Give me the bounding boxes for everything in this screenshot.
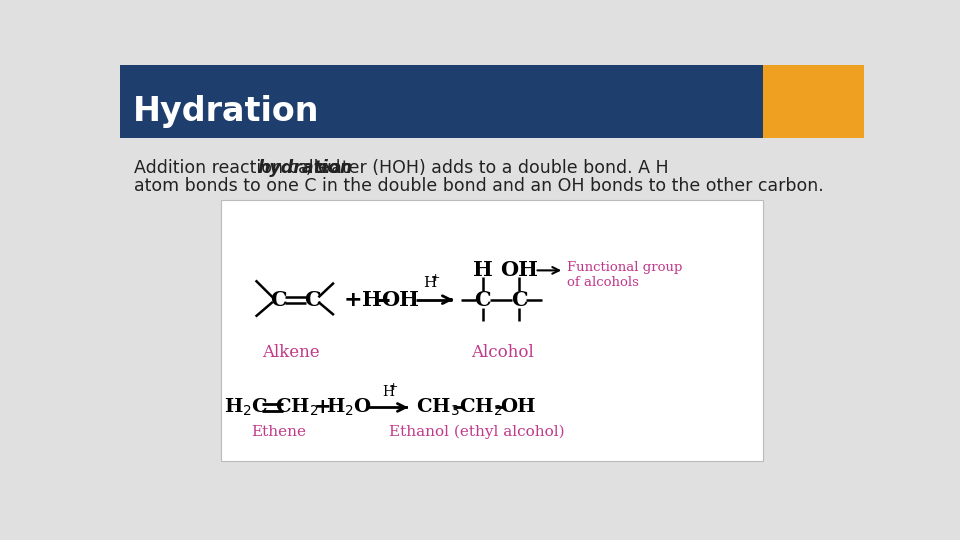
Text: hydration: hydration xyxy=(258,159,353,177)
Text: OH: OH xyxy=(500,399,536,416)
Text: H$_2$O: H$_2$O xyxy=(326,397,372,418)
Text: CH$_3$: CH$_3$ xyxy=(416,397,460,418)
Text: Alkene: Alkene xyxy=(262,343,320,361)
Text: Ethanol (ethyl alcohol): Ethanol (ethyl alcohol) xyxy=(389,425,564,439)
Text: H: H xyxy=(382,385,395,399)
FancyBboxPatch shape xyxy=(120,65,864,138)
Text: Addition reaction called: Addition reaction called xyxy=(134,159,346,177)
Text: CH$_2$: CH$_2$ xyxy=(275,397,319,418)
Text: CH$_2$: CH$_2$ xyxy=(459,397,502,418)
FancyBboxPatch shape xyxy=(221,200,763,461)
Text: , water (HOH) adds to a double bond. A H: , water (HOH) adds to a double bond. A H xyxy=(306,159,668,177)
Text: H: H xyxy=(423,276,437,289)
Text: H: H xyxy=(362,289,382,309)
Text: OH: OH xyxy=(381,289,420,309)
Text: Alcohol: Alcohol xyxy=(470,343,534,361)
Text: of alcohols: of alcohols xyxy=(567,276,639,289)
Text: C: C xyxy=(304,289,321,309)
Text: atom bonds to one C in the double bond and an OH bonds to the other carbon.: atom bonds to one C in the double bond a… xyxy=(134,177,824,195)
Text: C: C xyxy=(474,289,491,309)
Text: H: H xyxy=(472,260,492,280)
Text: +: + xyxy=(389,382,398,393)
Text: H$_2$C: H$_2$C xyxy=(224,397,269,418)
Text: OH: OH xyxy=(500,260,539,280)
FancyBboxPatch shape xyxy=(763,65,864,138)
Text: Ethene: Ethene xyxy=(252,425,306,439)
Text: C: C xyxy=(271,289,287,309)
Text: +: + xyxy=(314,397,332,417)
Text: C: C xyxy=(511,289,527,309)
Text: Functional group: Functional group xyxy=(567,261,683,274)
Text: Hydration: Hydration xyxy=(132,94,319,127)
Text: +: + xyxy=(343,289,362,309)
Text: +: + xyxy=(431,273,440,283)
